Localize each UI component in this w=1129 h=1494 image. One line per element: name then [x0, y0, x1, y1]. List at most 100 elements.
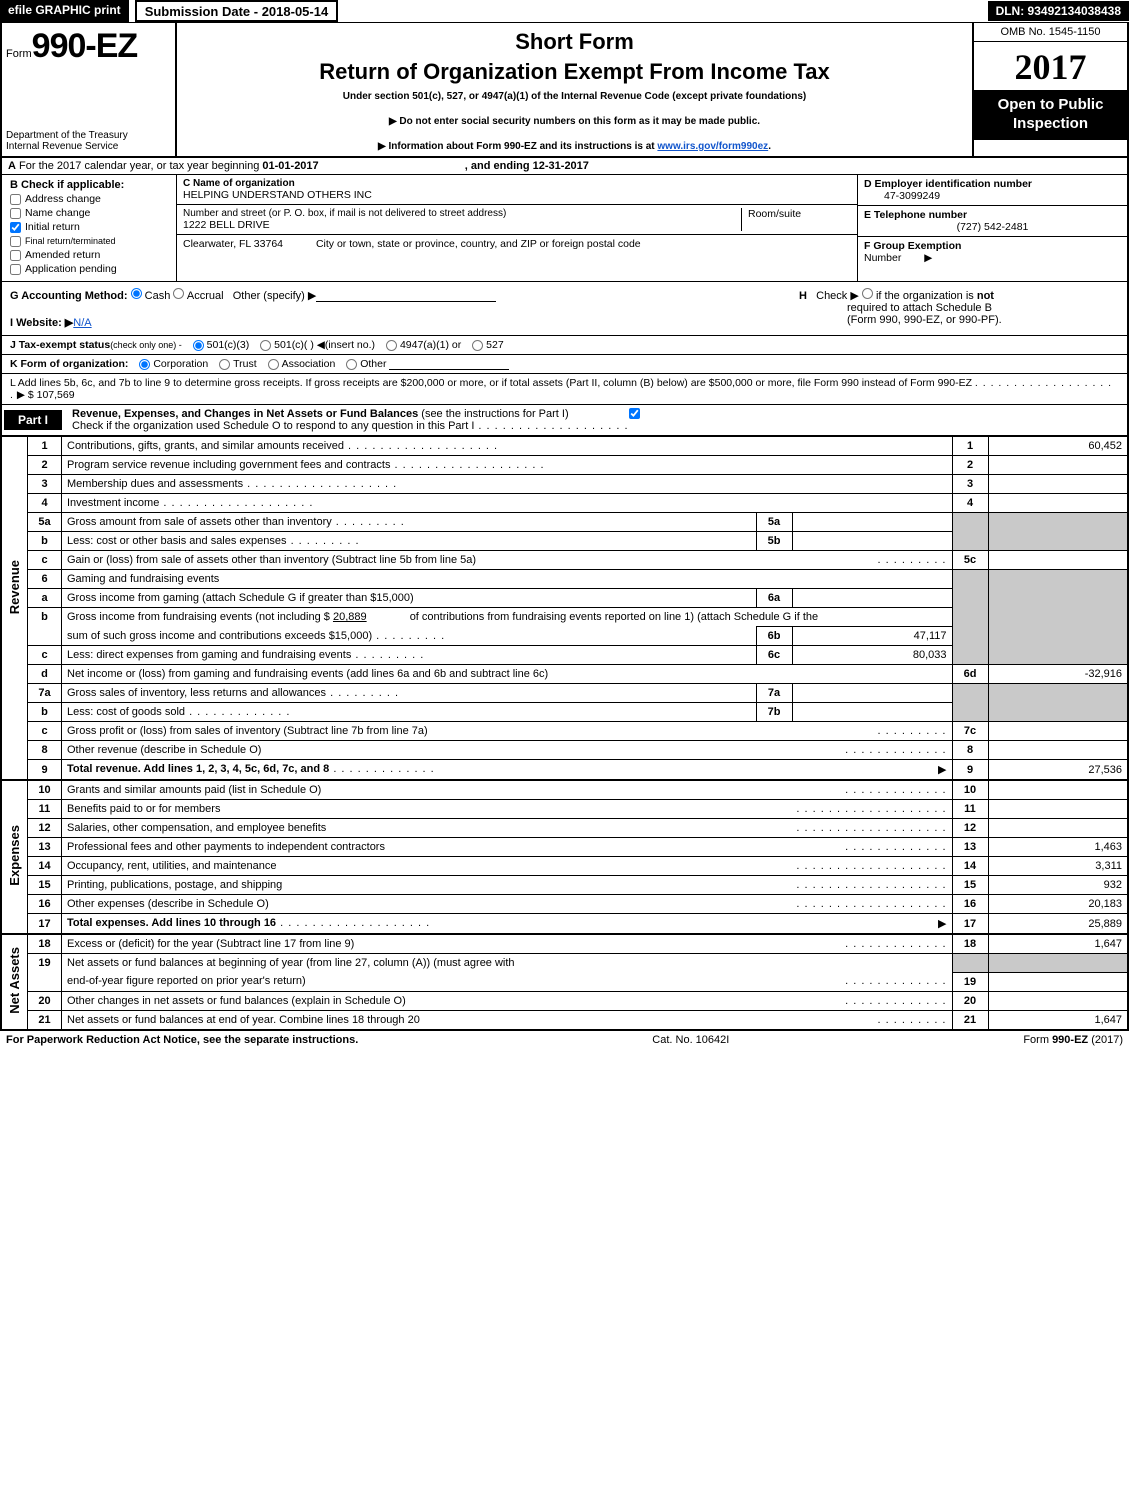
j-501c3-radio[interactable] [193, 340, 204, 351]
chk-address-change[interactable]: Address change [10, 193, 168, 205]
g-block: G Accounting Method: Cash Accrual Other … [10, 288, 799, 329]
g-other-line [316, 290, 496, 302]
g-cash-radio[interactable] [131, 288, 142, 299]
k-other: Other [360, 358, 386, 370]
footer-row: For Paperwork Reduction Act Notice, see … [0, 1029, 1129, 1049]
e-row: E Telephone number (727) 542-2481 [858, 206, 1127, 237]
line-3: 3 Membership dues and assessments 3 [1, 475, 1128, 494]
chk-final-return[interactable]: Final return/terminated [10, 235, 168, 247]
c-city-row: Clearwater, FL 33764 City or town, state… [177, 235, 857, 253]
chk-application-pending[interactable]: Application pending [10, 263, 168, 275]
f-arrow: ▶ [924, 252, 932, 264]
d-value: 47-3099249 [884, 190, 940, 202]
h-check-radio[interactable] [862, 288, 873, 299]
j-501c-radio[interactable] [260, 340, 271, 351]
h-not: not [977, 290, 994, 302]
line-21: 21 Net assets or fund balances at end of… [1, 1010, 1128, 1029]
line-15: 15 Printing, publications, postage, and … [1, 876, 1128, 895]
omb-number: OMB No. 1545-1150 [974, 23, 1127, 42]
col-def: D Employer identification number 47-3099… [857, 175, 1127, 281]
h-label: H [799, 290, 807, 302]
dept-treasury: Department of the Treasury [6, 130, 171, 141]
b-header: Check if applicable: [21, 179, 124, 191]
line-16: 16 Other expenses (describe in Schedule … [1, 895, 1128, 914]
info-link[interactable]: www.irs.gov/form990ez [657, 141, 768, 152]
footer-left: For Paperwork Reduction Act Notice, see … [6, 1034, 358, 1046]
department-block: Department of the Treasury Internal Reve… [6, 130, 171, 152]
k-other-radio[interactable] [346, 359, 357, 370]
e-label: E Telephone number [864, 209, 967, 221]
c-city-label: City or town, state or province, country… [316, 238, 641, 250]
form-prefix: Form [6, 48, 32, 60]
info-suffix: . [768, 141, 771, 152]
k-assoc-radio[interactable] [268, 359, 279, 370]
bcdef-block: B Check if applicable: Address change Na… [0, 175, 1129, 282]
j-4947-radio[interactable] [386, 340, 397, 351]
h-block: H Check ▶ if the organization is not req… [799, 288, 1119, 329]
k-trust-radio[interactable] [219, 359, 230, 370]
k-label: K Form of organization: [10, 358, 128, 370]
line-6a: a Gross income from gaming (attach Sched… [1, 589, 1128, 608]
chk-initial-return-box[interactable] [10, 222, 21, 233]
chk-name-change-box[interactable] [10, 208, 21, 219]
c-name-label: C Name of organization [183, 178, 851, 189]
l-amount: $ 107,569 [28, 389, 75, 401]
j-501c3: 501(c)(3) [207, 339, 250, 351]
j-527-radio[interactable] [472, 340, 483, 351]
chk-application-pending-box[interactable] [10, 264, 21, 275]
a-begin: 01-01-2017 [262, 160, 318, 172]
line-6d: d Net income or (loss) from gaming and f… [1, 665, 1128, 684]
footer-mid: Cat. No. 10642I [652, 1034, 729, 1046]
title-mid-column: Short Form Return of Organization Exempt… [177, 23, 972, 156]
line-8: 8 Other revenue (describe in Schedule O)… [1, 741, 1128, 760]
chk-address-change-box[interactable] [10, 194, 21, 205]
f-label: F Group Exemption [864, 240, 961, 252]
line-5b: b Less: cost or other basis and sales ex… [1, 532, 1128, 551]
return-title: Return of Organization Exempt From Incom… [187, 59, 962, 85]
tax-year: 2017 [974, 42, 1127, 90]
row-a: A For the 2017 calendar year, or tax yea… [0, 158, 1129, 175]
chk-final-return-box[interactable] [10, 236, 21, 247]
d-row: D Employer identification number 47-3099… [858, 175, 1127, 206]
footer-right: Form 990-EZ (2017) [1023, 1034, 1123, 1046]
k-corp-radio[interactable] [139, 359, 150, 370]
line-11: 11 Benefits paid to or for members 11 [1, 800, 1128, 819]
j-527: 527 [486, 339, 504, 351]
row-k: K Form of organization: Corporation Trus… [0, 355, 1129, 374]
c-name-value: HELPING UNDERSTAND OTHERS INC [183, 189, 851, 201]
topbar: efile GRAPHIC print Submission Date - 20… [0, 0, 1129, 22]
expenses-sidelabel: Expenses [1, 780, 28, 934]
j-501c: 501(c)( ) ◀(insert no.) [274, 339, 375, 351]
g-accrual-radio[interactable] [173, 288, 184, 299]
chk-amended-return[interactable]: Amended return [10, 249, 168, 261]
j-small: (check only one) - [110, 340, 182, 350]
i-value[interactable]: N/A [73, 317, 91, 329]
h-text3: required to attach Schedule B [847, 302, 992, 314]
submission-date: Submission Date - 2018-05-14 [135, 0, 339, 22]
form-990ez-page: efile GRAPHIC print Submission Date - 20… [0, 0, 1129, 1049]
a-label: A [8, 160, 16, 172]
part-i-checkbox[interactable] [629, 408, 640, 419]
title-right-column: OMB No. 1545-1150 2017 Open to Public In… [972, 23, 1127, 156]
netassets-sidelabel: Net Assets [1, 934, 28, 1029]
row-l: L Add lines 5b, 6c, and 7b to line 9 to … [0, 374, 1129, 405]
chk-name-change[interactable]: Name change [10, 207, 168, 219]
line-6c: c Less: direct expenses from gaming and … [1, 646, 1128, 665]
info-prefix: ▶ Information about Form 990-EZ and its … [378, 141, 657, 152]
a-text1: For the 2017 calendar year, or tax year … [19, 160, 262, 172]
line-4: 4 Investment income 4 [1, 494, 1128, 513]
k-other-line [389, 358, 509, 370]
row-gh: G Accounting Method: Cash Accrual Other … [0, 282, 1129, 336]
dln-label: DLN: 93492134038438 [988, 1, 1129, 21]
col-b: B Check if applicable: Address change Na… [2, 175, 177, 281]
c-name-row: C Name of organization HELPING UNDERSTAN… [177, 175, 857, 205]
line-13: 13 Professional fees and other payments … [1, 838, 1128, 857]
c-addr-row: Number and street (or P. O. box, if mail… [177, 205, 857, 235]
line-19a: 19 Net assets or fund balances at beginn… [1, 954, 1128, 973]
c-addr-label: Number and street (or P. O. box, if mail… [183, 208, 741, 219]
topbar-left: efile GRAPHIC print Submission Date - 20… [0, 0, 338, 22]
c-city-value: Clearwater, FL 33764 [183, 238, 283, 250]
chk-amended-return-box[interactable] [10, 250, 21, 261]
chk-initial-return[interactable]: Initial return [10, 221, 168, 233]
open-line2: Inspection [978, 115, 1123, 134]
